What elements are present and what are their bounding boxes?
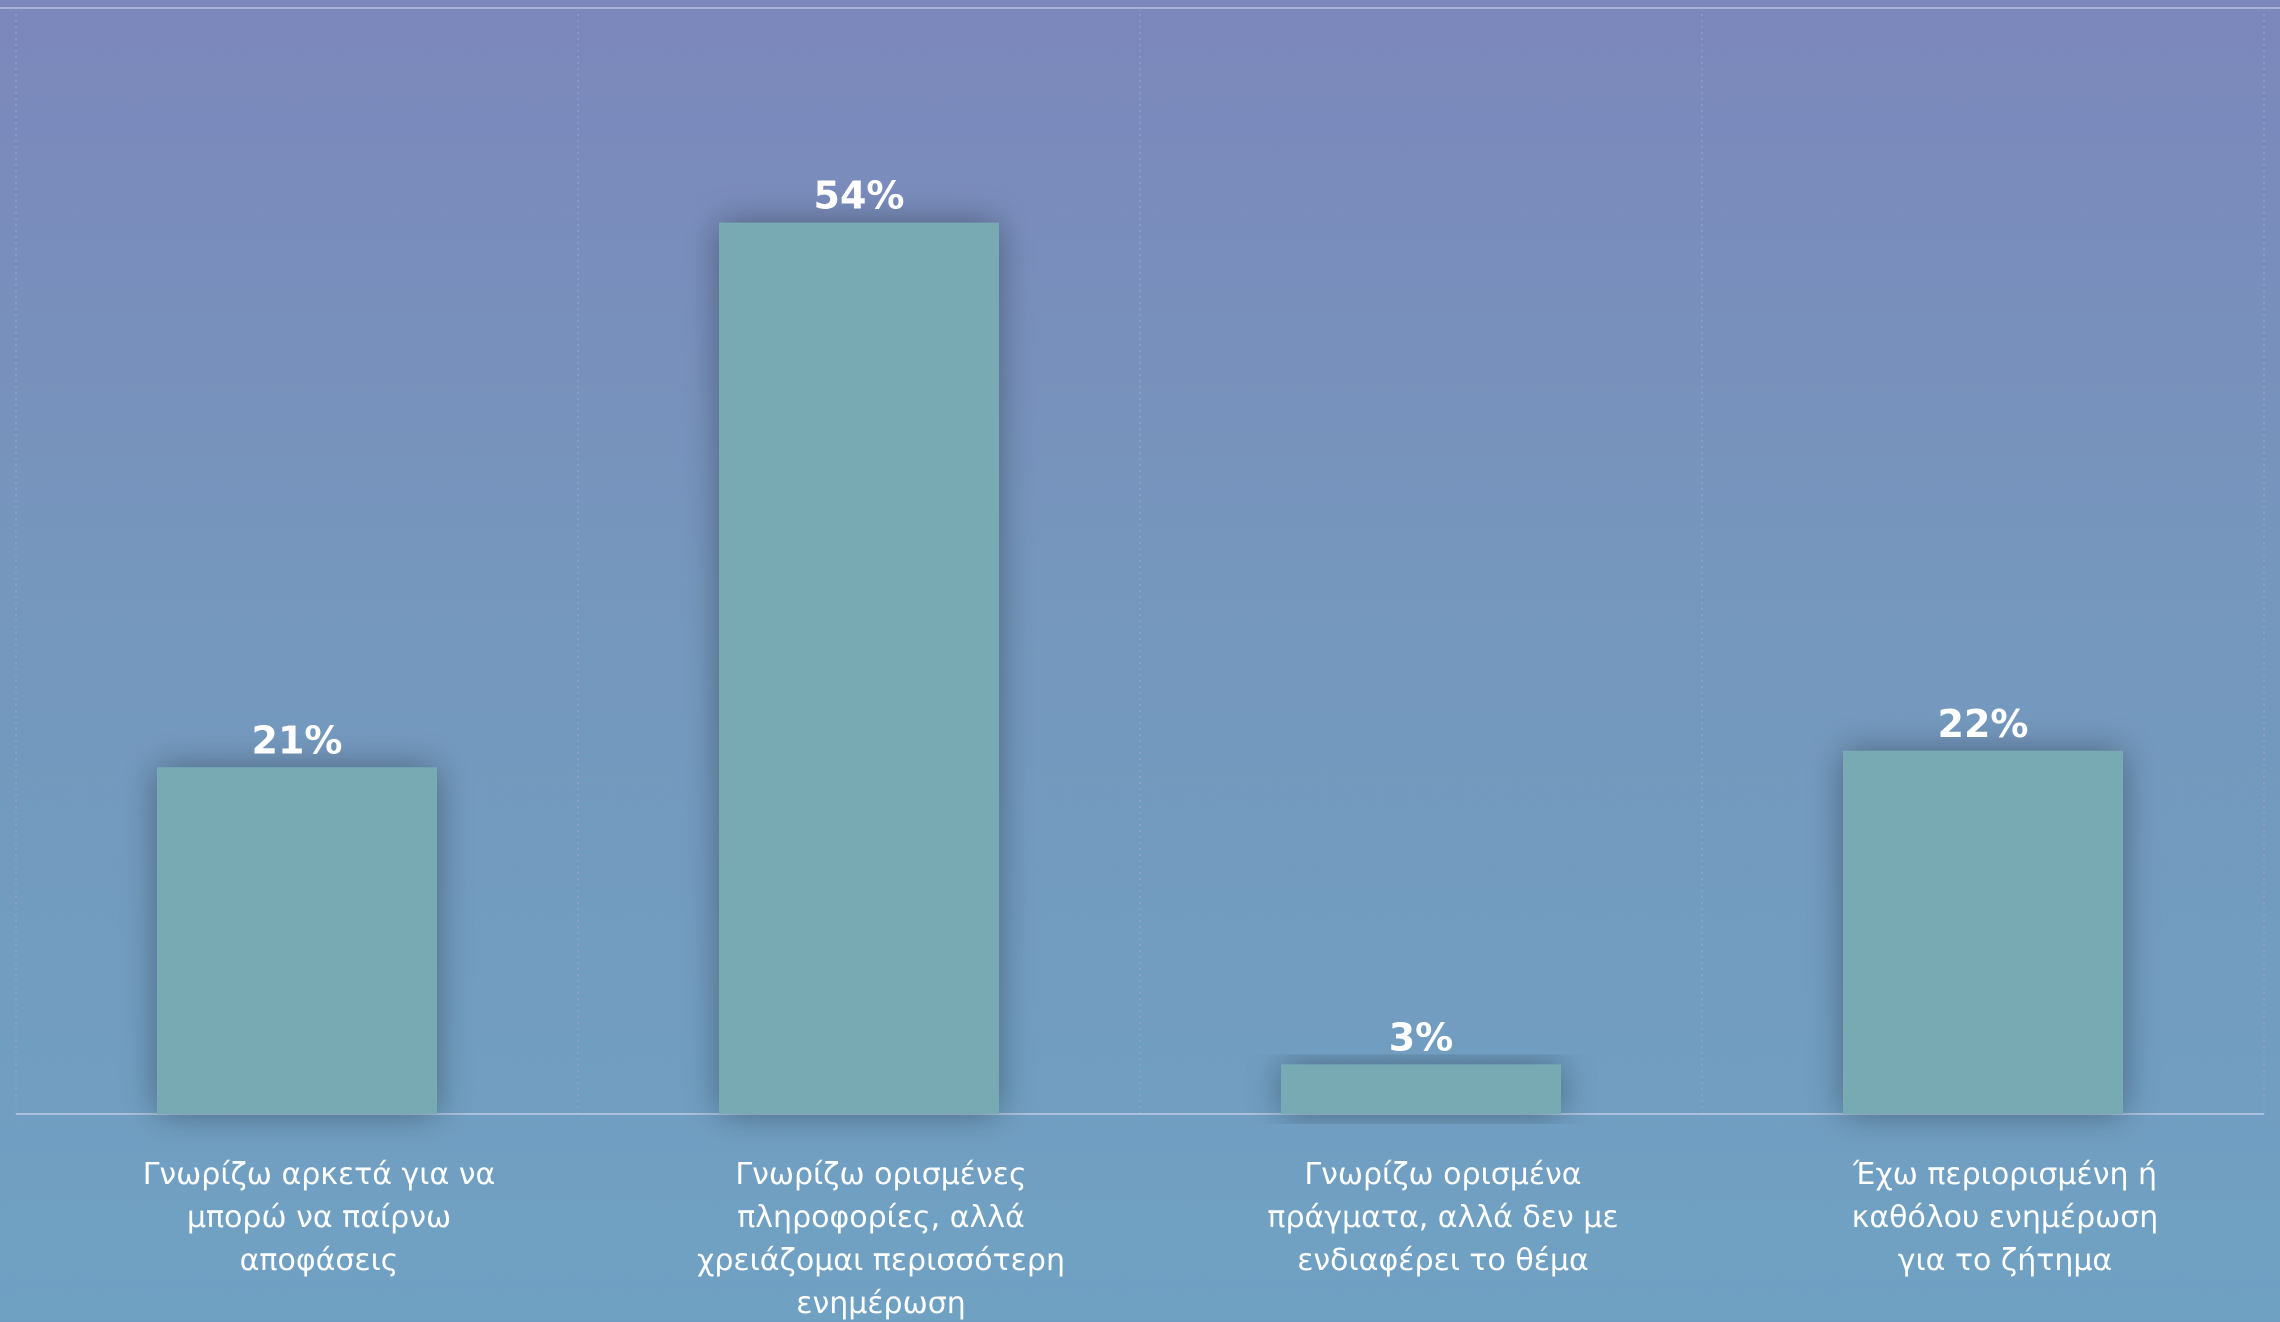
category-label-line: πράγματα, αλλά δεν με xyxy=(1267,1200,1618,1235)
category-label-line: μπορώ να παίρνω xyxy=(187,1200,451,1235)
data-label-1: 21% xyxy=(252,718,343,762)
data-label-3: 3% xyxy=(1389,1015,1454,1059)
category-label-line: Έχω περιορισμένη ή xyxy=(1852,1157,2157,1192)
data-label-2: 54% xyxy=(814,174,905,218)
category-label-line: Γνωρίζω αρκετά για να xyxy=(143,1157,496,1192)
category-labels: Γνωρίζω αρκετά για να μπορώ να παίρνω αποφ… xyxy=(143,1157,2159,1321)
bar-4 xyxy=(1843,750,2123,1114)
category-label-line: χρειάζομαι περισσότερη xyxy=(697,1243,1065,1278)
bars xyxy=(157,222,2123,1114)
category-label-line: Γνωρίζω ορισμένες xyxy=(735,1157,1026,1192)
category-label-2: Γνωρίζω ορισμένες πληροφορίες, αλλά χρειάζ… xyxy=(697,1157,1065,1321)
category-label-4: Έχω περιορισμένη ή καθόλου ενημέρωση για τ… xyxy=(1852,1157,2159,1278)
bar-3 xyxy=(1281,1064,1561,1114)
category-label-line: πληροφορίες, αλλά xyxy=(737,1200,1025,1235)
category-label-line: ενδιαφέρει το θέμα xyxy=(1297,1243,1589,1278)
category-label-1: Γνωρίζω αρκετά για να μπορώ να παίρνω αποφ… xyxy=(143,1157,496,1278)
bar-2 xyxy=(719,222,999,1114)
category-label-line: αποφάσεις xyxy=(240,1243,399,1278)
category-label-line: για το ζήτημα xyxy=(1898,1243,2112,1278)
data-label-4: 22% xyxy=(1938,702,2029,746)
data-labels: 21% 54% 3% 22% xyxy=(252,174,2029,1060)
category-label-3: Γνωρίζω ορισμένα πράγματα, αλλά δεν με ενδ… xyxy=(1267,1157,1618,1278)
category-label-line: καθόλου ενημέρωση xyxy=(1852,1200,2159,1235)
bar-1 xyxy=(157,767,437,1114)
category-label-line: Γνωρίζω ορισμένα xyxy=(1304,1157,1581,1192)
category-label-line: ενημέρωση xyxy=(796,1286,965,1321)
